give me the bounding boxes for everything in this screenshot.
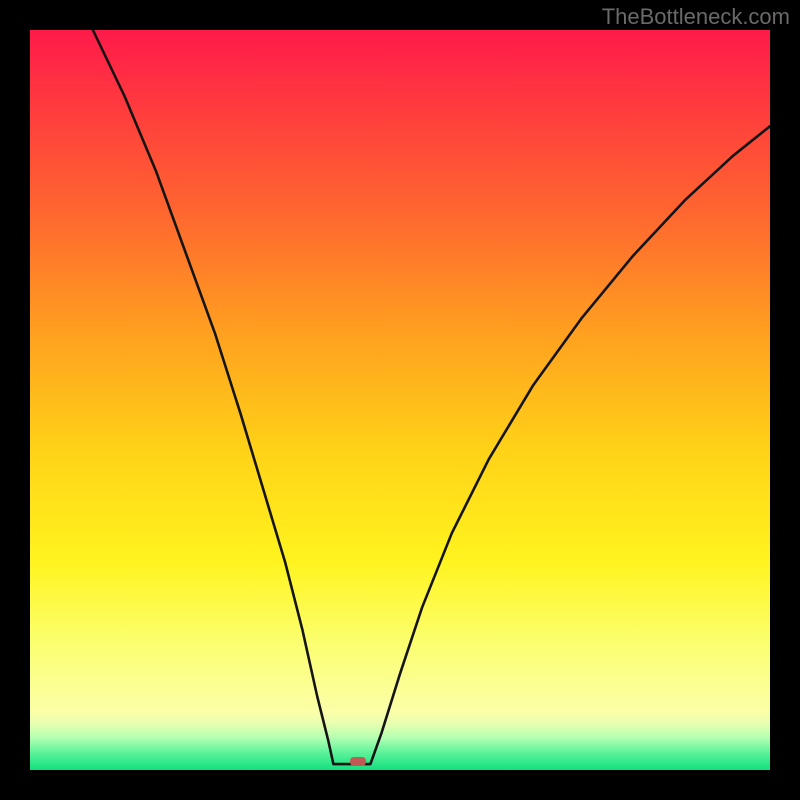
minimum-marker: [350, 757, 366, 766]
bottleneck-curve: [30, 30, 770, 770]
watermark-text: TheBottleneck.com: [602, 4, 790, 30]
chart-container: TheBottleneck.com: [0, 0, 800, 800]
plot-area: [30, 30, 770, 770]
